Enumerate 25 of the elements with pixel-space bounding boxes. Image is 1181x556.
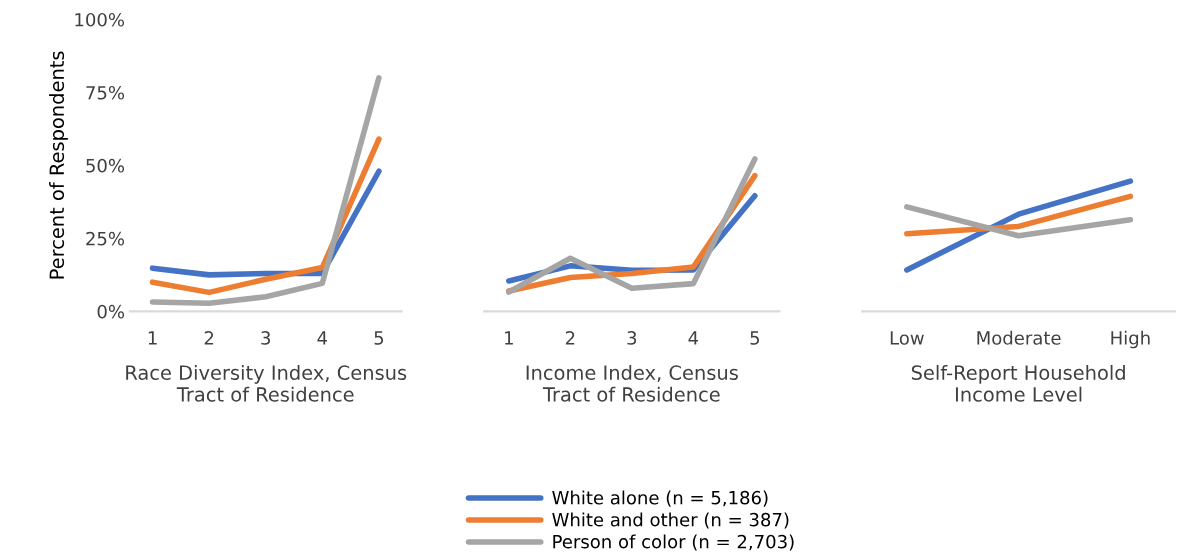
x-tick-label: 1	[148, 331, 157, 345]
y-tick-label: 50%	[86, 158, 125, 173]
y-axis-title: Percent of Respondents	[49, 51, 68, 279]
x-tick-label: 2	[565, 331, 575, 345]
x-tick-label: 3	[627, 331, 637, 345]
x-tick-label: 4	[688, 331, 699, 345]
legend-label: Person of color (n = 2,703)	[553, 534, 794, 551]
legend-label: White and other (n = 387)	[552, 512, 789, 529]
x-tick-label: 1	[505, 331, 513, 345]
x-axis-title: Race Diversity Index, Census Tract of Residence	[126, 364, 407, 402]
x-tick-label: 2	[204, 331, 214, 345]
x-tick-label: 5	[750, 331, 760, 345]
x-tick-label: 3	[261, 331, 271, 345]
x-tick-label: Low	[890, 331, 924, 345]
y-tick-label: 25%	[86, 231, 125, 246]
x-tick-label: 4	[317, 331, 328, 345]
x-tick-label: 5	[374, 331, 384, 345]
x-tick-label: Moderate	[977, 330, 1061, 345]
x-axis-title: Income Index, Census Tract of Residence	[526, 364, 738, 402]
y-tick-label: 0%	[97, 304, 125, 319]
y-tick-label: 100%	[75, 12, 125, 27]
x-tick-label: High	[1111, 330, 1150, 349]
x-axis-title: Self-Report Household Income Level	[911, 364, 1125, 402]
legend-label: White alone (n = 5,186)	[552, 490, 768, 507]
y-tick-label: 75%	[86, 85, 125, 100]
